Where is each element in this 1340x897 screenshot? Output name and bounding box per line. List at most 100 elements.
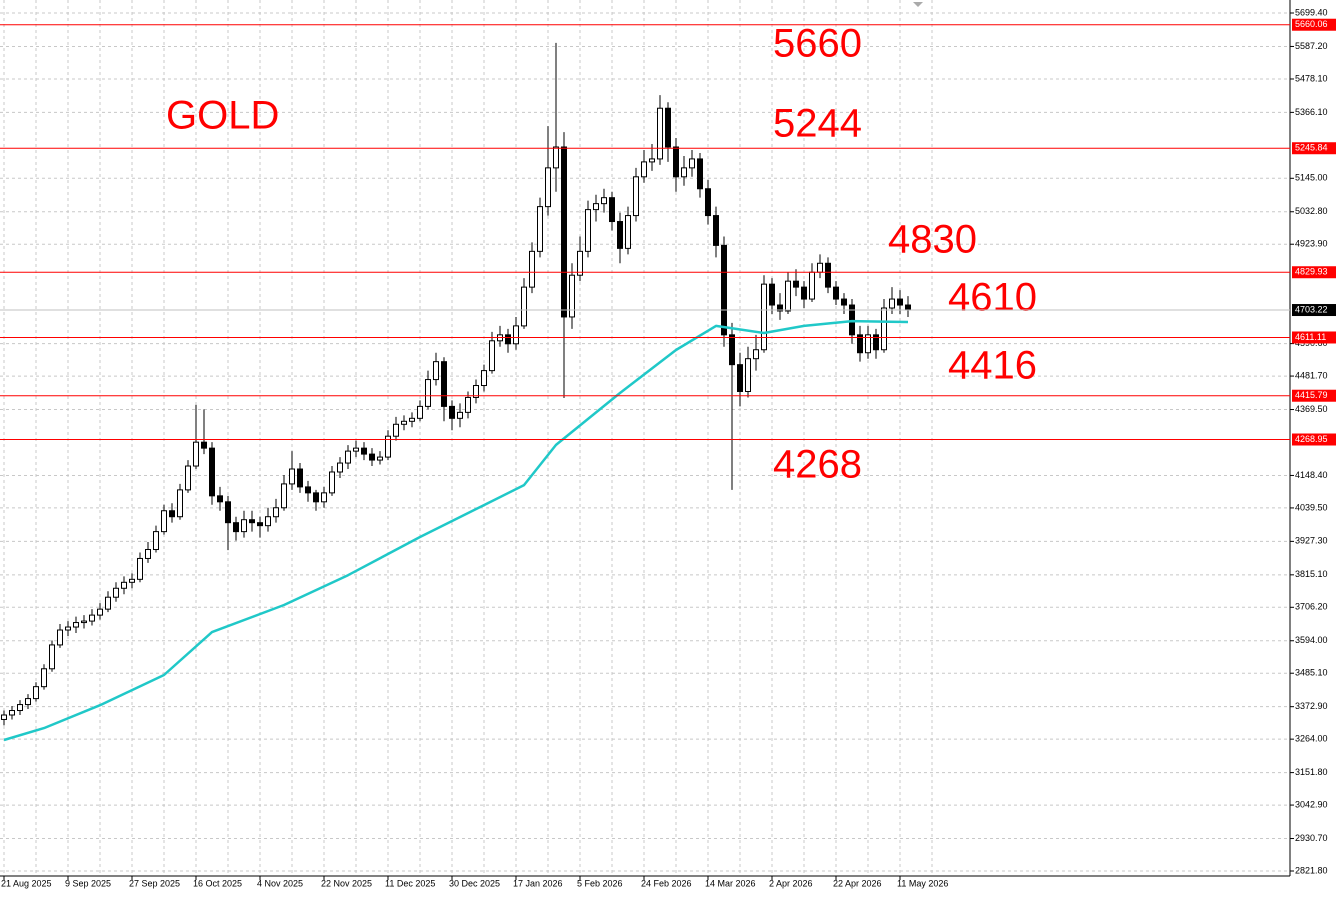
level-label: 5660.06 bbox=[1295, 19, 1328, 29]
candle-body bbox=[673, 146, 679, 178]
candle-body bbox=[217, 495, 223, 503]
candle-body bbox=[297, 468, 303, 488]
candle-body bbox=[377, 456, 383, 461]
candle-body bbox=[201, 441, 207, 449]
candle-body bbox=[801, 286, 807, 300]
x-tick-label: 2 Apr 2026 bbox=[769, 878, 813, 888]
x-tick-label: 16 Oct 2025 bbox=[193, 878, 242, 888]
candle-body bbox=[889, 298, 895, 309]
candle-body bbox=[353, 447, 359, 452]
candle-body bbox=[577, 250, 583, 276]
annotation: 5244 bbox=[773, 102, 862, 146]
candle-body bbox=[193, 441, 199, 467]
candle-body bbox=[369, 453, 375, 461]
x-tick-label: 11 May 2026 bbox=[897, 878, 948, 888]
candle-body bbox=[441, 361, 447, 407]
candle-body bbox=[857, 334, 863, 354]
y-tick-label: 4039.50 bbox=[1295, 502, 1328, 512]
candle-body bbox=[521, 286, 527, 327]
y-tick-label: 3372.90 bbox=[1295, 701, 1328, 711]
candle-body bbox=[545, 167, 551, 208]
candle-body bbox=[121, 581, 127, 589]
chart-title: GOLD bbox=[166, 94, 279, 138]
candle-body bbox=[105, 596, 111, 610]
annotation: 4830 bbox=[888, 218, 977, 262]
candle-body bbox=[281, 483, 287, 509]
x-tick-label: 4 Nov 2025 bbox=[257, 878, 303, 888]
candle-body bbox=[1, 714, 7, 720]
candle-body bbox=[625, 215, 631, 249]
y-tick-label: 3151.80 bbox=[1295, 767, 1328, 777]
candle-body bbox=[657, 107, 663, 160]
candle-body bbox=[769, 283, 775, 306]
x-tick-label: 21 Aug 2025 bbox=[1, 878, 52, 888]
candle-body bbox=[473, 385, 479, 398]
candle-body bbox=[793, 280, 799, 288]
candle-body bbox=[585, 209, 591, 252]
candle-body bbox=[705, 188, 711, 217]
shift-marker bbox=[913, 2, 923, 7]
y-tick-label: 3594.00 bbox=[1295, 635, 1328, 645]
candle-body bbox=[177, 489, 183, 518]
candle-body bbox=[233, 522, 239, 533]
level-box bbox=[1292, 389, 1336, 402]
candle-body bbox=[65, 626, 71, 631]
candle-body bbox=[609, 197, 615, 223]
candle-body bbox=[841, 298, 847, 306]
level-label: 4268.95 bbox=[1295, 434, 1328, 444]
candle-body bbox=[257, 522, 263, 527]
candle-body bbox=[305, 486, 311, 494]
candle-body bbox=[641, 161, 647, 178]
candle-body bbox=[17, 704, 23, 712]
candle-body bbox=[481, 370, 487, 387]
x-tick-label: 17 Jan 2026 bbox=[513, 878, 563, 888]
candle-body bbox=[809, 271, 815, 300]
candle-body bbox=[881, 307, 887, 351]
candle-body bbox=[617, 221, 623, 249]
x-tick-label: 30 Dec 2025 bbox=[449, 878, 500, 888]
candle-body bbox=[681, 167, 687, 178]
y-tick-label: 5699.40 bbox=[1295, 7, 1328, 17]
x-tick-label: 9 Sep 2025 bbox=[65, 878, 111, 888]
annotation: 4268 bbox=[773, 443, 862, 487]
candle-body bbox=[361, 447, 367, 455]
candle-body bbox=[129, 578, 135, 583]
candle-body bbox=[777, 304, 783, 312]
candle-body bbox=[265, 516, 271, 527]
candle-body bbox=[409, 417, 415, 422]
candle-body bbox=[225, 501, 231, 524]
x-tick-label: 5 Feb 2026 bbox=[577, 878, 623, 888]
y-tick-label: 3042.90 bbox=[1295, 799, 1328, 809]
candle-body bbox=[97, 608, 103, 616]
y-tick-label: 5145.00 bbox=[1295, 173, 1328, 183]
candle-body bbox=[9, 710, 15, 716]
candle-body bbox=[49, 644, 55, 670]
level-box bbox=[1292, 433, 1336, 446]
candle-body bbox=[209, 447, 215, 497]
candle-body bbox=[593, 203, 599, 211]
y-tick-label: 3485.10 bbox=[1295, 668, 1328, 678]
candle-body bbox=[185, 465, 191, 491]
y-tick-label: 5366.10 bbox=[1295, 107, 1328, 117]
candle-body bbox=[761, 283, 767, 351]
grid bbox=[0, 0, 1290, 876]
candle-body bbox=[817, 262, 823, 273]
y-tick-label: 4481.70 bbox=[1295, 370, 1328, 380]
x-tick-label: 11 Dec 2025 bbox=[385, 878, 435, 888]
candle-body bbox=[289, 468, 295, 485]
candle-body bbox=[529, 250, 535, 288]
y-tick-label: 3815.10 bbox=[1295, 569, 1328, 579]
candle-body bbox=[89, 614, 95, 622]
annotation: 4610 bbox=[948, 276, 1037, 320]
y-tick-label: 3927.30 bbox=[1295, 536, 1328, 546]
x-tick-label: 22 Nov 2025 bbox=[321, 878, 372, 888]
candle-body bbox=[273, 507, 279, 518]
candle-body bbox=[393, 423, 399, 437]
candle-body bbox=[905, 304, 911, 311]
y-tick-label: 4148.40 bbox=[1295, 470, 1328, 480]
candle-body bbox=[401, 420, 407, 425]
candle-body bbox=[873, 334, 879, 351]
candle-body bbox=[569, 274, 575, 318]
